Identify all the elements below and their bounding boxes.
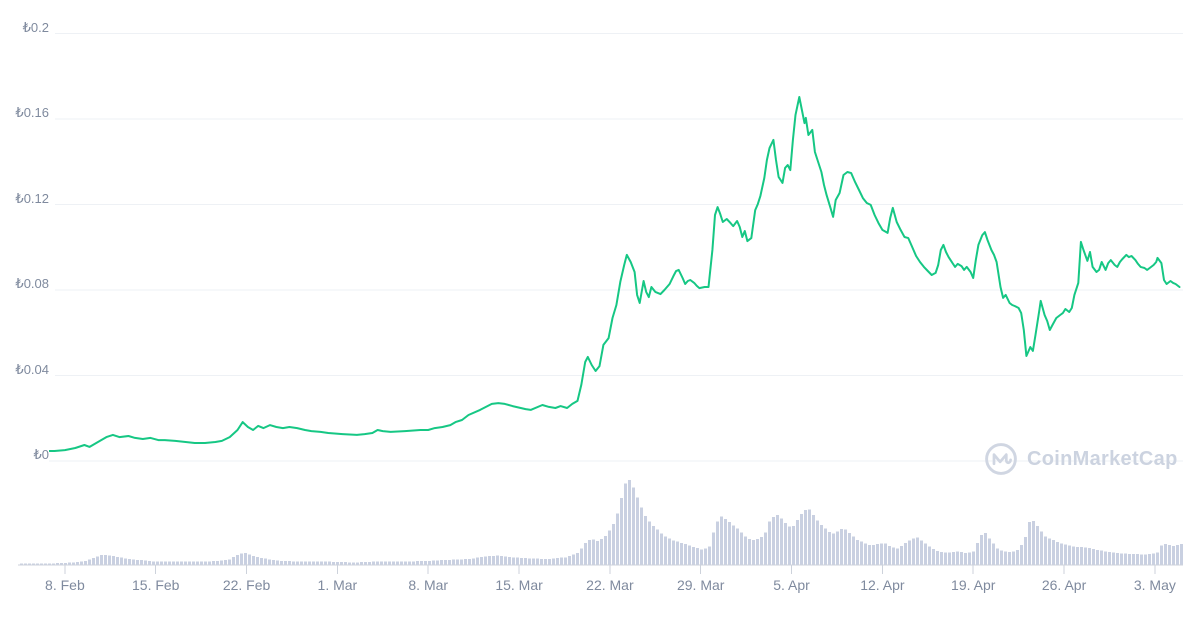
y-axis-label: ₺0 xyxy=(0,448,49,462)
x-axis-label: 22. Feb xyxy=(222,577,271,593)
x-axis-label: 8. Feb xyxy=(45,577,85,593)
x-axis-label: 3. May xyxy=(1133,577,1176,593)
x-axis-label: 5. Apr xyxy=(773,577,810,593)
x-axis-label: 15. Feb xyxy=(131,577,180,593)
y-axis-label: ₺0.08 xyxy=(0,277,49,291)
x-axis-label: 8. Mar xyxy=(408,577,449,593)
x-axis-label: 26. Apr xyxy=(1041,577,1087,593)
y-axis-label: ₺0.04 xyxy=(0,362,49,377)
volume-bars xyxy=(20,480,1183,566)
x-axis-label: 22. Mar xyxy=(586,577,634,593)
x-axis-label: 12. Apr xyxy=(860,577,905,593)
y-axis-label: ₺0.16 xyxy=(0,106,49,120)
y-axis-label: ₺0.2 xyxy=(0,20,49,35)
x-axis-label: 19. Apr xyxy=(951,577,996,593)
x-axis-label: 1. Mar xyxy=(317,577,358,593)
x-axis-label: 29. Mar xyxy=(676,577,725,593)
x-axis-label: 15. Mar xyxy=(495,577,543,593)
y-axis-label: ₺0.12 xyxy=(0,191,49,206)
price-line xyxy=(18,96,1181,452)
